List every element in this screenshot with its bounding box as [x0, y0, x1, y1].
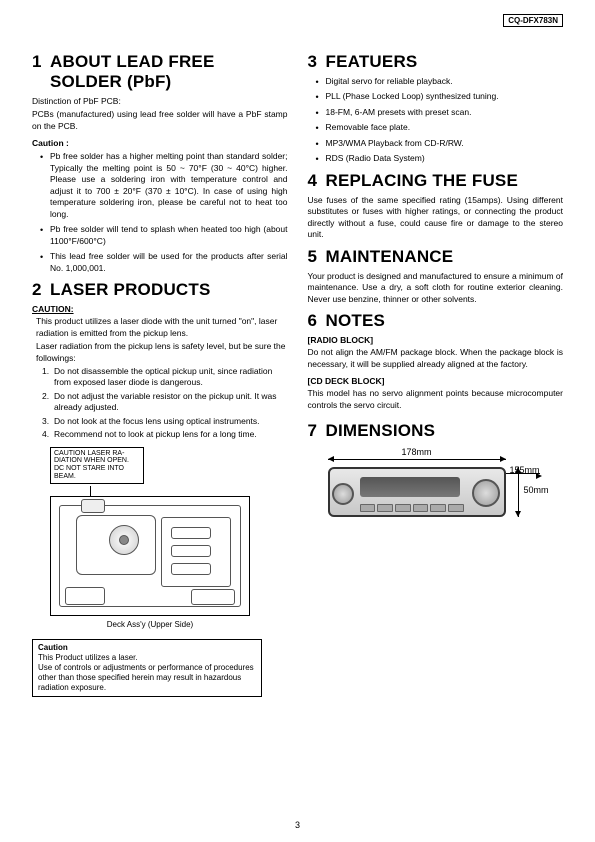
section-1-heading: 1ABOUT LEAD FREE SOLDER (PbF) [32, 52, 288, 92]
sec2-p2: Laser radiation from the pickup lens is … [32, 341, 288, 364]
section-title: MAINTENANCE [326, 247, 454, 266]
section-title: NOTES [326, 311, 386, 330]
right-column: 3FEATUERS Digital servo for reliable pla… [308, 52, 564, 697]
sec2-caution-label: CAUTION: [32, 304, 288, 314]
sec1-caution-label: Caution : [32, 138, 288, 148]
width-dimension: 178mm [328, 449, 506, 463]
cd-deck-block-label: [CD DECK BLOCK] [308, 376, 564, 386]
feature-item: Removable face plate. [326, 122, 564, 133]
section-3-heading: 3FEATUERS [308, 52, 564, 72]
section-number: 4 [308, 171, 326, 191]
section-number: 3 [308, 52, 326, 72]
cd-deck-block-body: This model has no servo alignment points… [308, 388, 564, 411]
radio-block-label: [RADIO BLOCK] [308, 335, 564, 345]
sec2-item: Do not look at the focus lens using opti… [44, 416, 288, 427]
sec1-bullet: This lead free solder will be used for t… [50, 251, 288, 274]
width-label: 178mm [328, 447, 506, 457]
section-number: 5 [308, 247, 326, 267]
section-title: DIMENSIONS [326, 421, 436, 440]
section-number: 1 [32, 52, 50, 72]
feature-item: Digital servo for reliable playback. [326, 76, 564, 87]
section-4-heading: 4REPLACING THE FUSE [308, 171, 564, 191]
feature-item: 18-FM, 6-AM presets with preset scan. [326, 107, 564, 118]
left-column: 1ABOUT LEAD FREE SOLDER (PbF) Distinctio… [32, 52, 288, 697]
deck-assembly-diagram [50, 496, 250, 616]
section-title: FEATUERS [326, 52, 418, 71]
leader-line [90, 486, 91, 496]
sec2-item: Do not adjust the variable resistor on t… [44, 391, 288, 414]
page-number: 3 [0, 820, 595, 830]
caution-box-body: This Product utilizes a laser. Use of co… [38, 653, 254, 692]
section-number: 2 [32, 280, 50, 300]
laser-caution-box: Caution This Product utilizes a laser. U… [32, 639, 262, 697]
feature-item: PLL (Phase Locked Loop) synthesized tuni… [326, 91, 564, 102]
section-5-heading: 5MAINTENANCE [308, 247, 564, 267]
deck-caption: Deck Ass'y (Upper Side) [50, 620, 250, 629]
sec2-item: Do not disassemble the optical pickup un… [44, 366, 288, 389]
car-stereo-front-view [328, 467, 506, 517]
sec4-body: Use fuses of the same specified rating (… [308, 195, 564, 241]
dimensions-figure: 178mm 155mm 50mm [308, 449, 558, 569]
feature-item: MP3/WMA Playback from CD-R/RW. [326, 138, 564, 149]
section-6-heading: 6NOTES [308, 311, 564, 331]
features-list: Digital servo for reliable playback. PLL… [308, 76, 564, 165]
sec5-body: Your product is designed and manufacture… [308, 271, 564, 305]
feature-item: RDS (Radio Data System) [326, 153, 564, 164]
section-number: 7 [308, 421, 326, 441]
sec1-distinction: Distinction of PbF PCB: [32, 96, 288, 107]
section-number: 6 [308, 311, 326, 331]
sec1-bullet: Pb free solder has a higher melting poin… [50, 151, 288, 220]
height-label: 50mm [524, 485, 549, 495]
section-title: LASER PRODUCTS [50, 280, 211, 299]
two-column-layout: 1ABOUT LEAD FREE SOLDER (PbF) Distinctio… [32, 52, 563, 697]
sec1-pcb-text: PCBs (manufactured) using lead free sold… [32, 109, 288, 132]
section-title-line2: SOLDER (PbF) [32, 72, 171, 91]
section-2-heading: 2LASER PRODUCTS [32, 280, 288, 300]
sec2-p1: This product utilizes a laser diode with… [32, 316, 288, 339]
height-dimension: 50mm [512, 467, 548, 517]
laser-deck-figure: CAUTION LASER RA- DIATION WHEN OPEN. DC … [50, 447, 260, 629]
sec1-bullet: Pb free solder will tend to splash when … [50, 224, 288, 247]
radio-block-body: Do not align the AM/FM package block. Wh… [308, 347, 564, 370]
section-title-line1: ABOUT LEAD FREE [50, 52, 215, 71]
model-number-box: CQ-DFX783N [503, 14, 563, 27]
sec2-numbered-list: Do not disassemble the optical pickup un… [32, 366, 288, 441]
caution-box-title: Caution [38, 643, 68, 652]
sec2-item: Recommend not to look at pickup lens for… [44, 429, 288, 440]
laser-warning-label-box: CAUTION LASER RA- DIATION WHEN OPEN. DC … [50, 447, 144, 484]
section-title: REPLACING THE FUSE [326, 171, 519, 190]
section-7-heading: 7DIMENSIONS [308, 421, 564, 441]
sec1-bullet-list: Pb free solder has a higher melting poin… [32, 151, 288, 274]
